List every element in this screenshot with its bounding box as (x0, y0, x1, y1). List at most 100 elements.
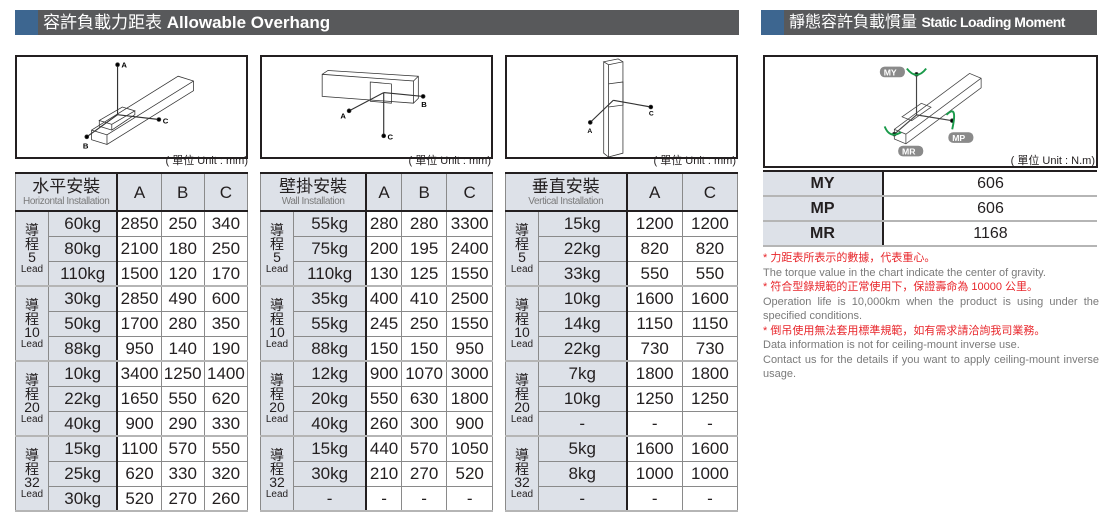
table-row: 88kg 150 150 950 (260, 335, 493, 362)
lead-zh: 導程 (515, 371, 529, 402)
lead-value: 32 (24, 473, 40, 490)
load-cell: 25kg (48, 460, 119, 487)
value-cell: 3400 (116, 360, 162, 387)
lead-value: 32 (514, 473, 530, 490)
value-cell: 410 (400, 285, 448, 312)
column-header: B (160, 172, 205, 212)
table-row: 導程 32 Lead 15kg 440 570 1050 (260, 435, 493, 512)
svg-text:MY: MY (884, 67, 897, 77)
column-header: B (400, 172, 448, 212)
value-cell: 250 (203, 235, 249, 262)
table-row: 88kg 950 140 190 (15, 335, 249, 362)
wall-diagram: A B C (260, 55, 493, 159)
value-cell: 290 (160, 410, 205, 437)
value-cell: 1550 (446, 310, 493, 337)
table-row: --- (505, 485, 739, 512)
overhang-title-en: Allowable Overhang (166, 13, 331, 32)
lead-cell: 導程 5 Lead (260, 210, 294, 287)
lead-cell: 導程 10 Lead (260, 285, 294, 362)
wall-table: 壁掛安裝 Wall Installation A B C 導程 5 Lead 55kg 280 28… (260, 172, 493, 512)
table-row: 20kg 550 630 1800 (261, 385, 493, 412)
load-cell: 15kg (48, 435, 119, 462)
note: * 力距表所表示的數據，代表重心。 (763, 252, 936, 264)
lead-zh: 導程 (270, 221, 284, 252)
lead-zh: 導程 (25, 371, 39, 402)
value-cell: 1800 (446, 385, 493, 412)
table-row: 導程 20 Lead 10kg 3400 1250 1400 (15, 360, 249, 437)
table-row: 導程 32 Lead 5kg 1600 1600 (505, 435, 739, 512)
column-header: A (626, 172, 683, 212)
table-row: 22kg 730 730 (505, 335, 739, 362)
unit-label: ( 單位 Unit : mm) (653, 155, 737, 167)
lead-value: 10 (24, 323, 40, 340)
overhang-title-zh: 容許負載力距表 (43, 13, 162, 32)
table-row: 25kg 620 330 320 (16, 460, 249, 487)
table-row: 40kg 260 300 900 (260, 410, 493, 437)
value-cell: 520 (446, 460, 493, 487)
note: Data information is not for ceiling-moun… (763, 339, 1020, 351)
value-cell: 1600 (626, 435, 683, 462)
value-cell: 1050 (446, 435, 493, 462)
value-cell: 195 (400, 235, 448, 262)
note: Operation life is 10,000km when the prod… (763, 295, 1099, 323)
svg-text:B: B (83, 141, 89, 150)
value-cell: 270 (400, 460, 448, 487)
value-cell: - (626, 485, 683, 512)
load-cell: 8kg (537, 460, 628, 487)
value-cell: 620 (203, 385, 249, 412)
value-cell: 1000 (681, 460, 739, 487)
lead-cell: 導程 20 Lead (505, 360, 539, 437)
load-cell: 20kg (293, 385, 368, 412)
value-cell: 180 (160, 235, 205, 262)
lead-en: Lead (20, 263, 44, 275)
load-cell: 110kg (293, 260, 368, 287)
value-cell: 1250 (160, 360, 205, 387)
value-cell: 950 (116, 335, 162, 362)
lead-zh: 導程 (515, 296, 529, 327)
value-cell: 250 (400, 310, 448, 337)
value-cell: 1650 (116, 385, 162, 412)
value-cell: 125 (400, 260, 448, 287)
table-header: 壁掛安裝 Wall Installation A B C (260, 172, 493, 212)
lead-value: 5 (28, 248, 36, 265)
value-cell: 820 (681, 235, 739, 262)
load-cell: 30kg (293, 460, 368, 487)
table-header: 水平安裝 Horizontal Installation A B C (15, 172, 249, 212)
value-cell: 900 (446, 410, 493, 437)
value-cell: 1250 (626, 385, 683, 412)
svg-text:A: A (587, 128, 592, 135)
value-cell: 490 (160, 285, 205, 312)
horizontal-diagram: A C B (15, 55, 248, 159)
value-cell: 2850 (116, 285, 162, 312)
value-cell: 1700 (116, 310, 162, 337)
type-zh: 壁掛安裝 (279, 176, 348, 196)
lead-en: Lead (510, 263, 534, 275)
column-header: A (365, 172, 402, 212)
value-cell: 260 (365, 410, 402, 437)
value-cell: 1150 (626, 310, 683, 337)
lead-value: 32 (269, 473, 285, 490)
moment-unit-label: ( 單位 Unit : N.m) (1010, 155, 1095, 167)
load-cell: 10kg (537, 385, 628, 412)
column-header: C (203, 172, 249, 212)
lead-en: Lead (265, 263, 289, 275)
column-header: C (681, 172, 739, 212)
value-cell: 950 (446, 335, 493, 362)
lead-value: 20 (24, 398, 40, 415)
value-cell: 1600 (626, 285, 683, 312)
table-row: 導程 20 Lead 12kg 900 1070 3000 (260, 360, 493, 437)
lead-cell: 導程 32 Lead (260, 435, 294, 512)
load-cell: 10kg (537, 285, 628, 312)
value-cell: 210 (365, 460, 402, 487)
value-cell: - (365, 485, 402, 512)
load-cell: 80kg (48, 235, 119, 262)
lead-cell: 導程 10 Lead (15, 285, 49, 362)
label-a: A (121, 61, 127, 70)
lead-value: 10 (514, 323, 530, 340)
value-cell: 200 (365, 235, 402, 262)
value-cell: 2500 (446, 285, 493, 312)
load-cell: 22kg (537, 235, 628, 262)
value-cell: 1000 (626, 460, 683, 487)
moment-value: 606 (883, 170, 1097, 197)
value-cell: 1800 (681, 360, 739, 387)
